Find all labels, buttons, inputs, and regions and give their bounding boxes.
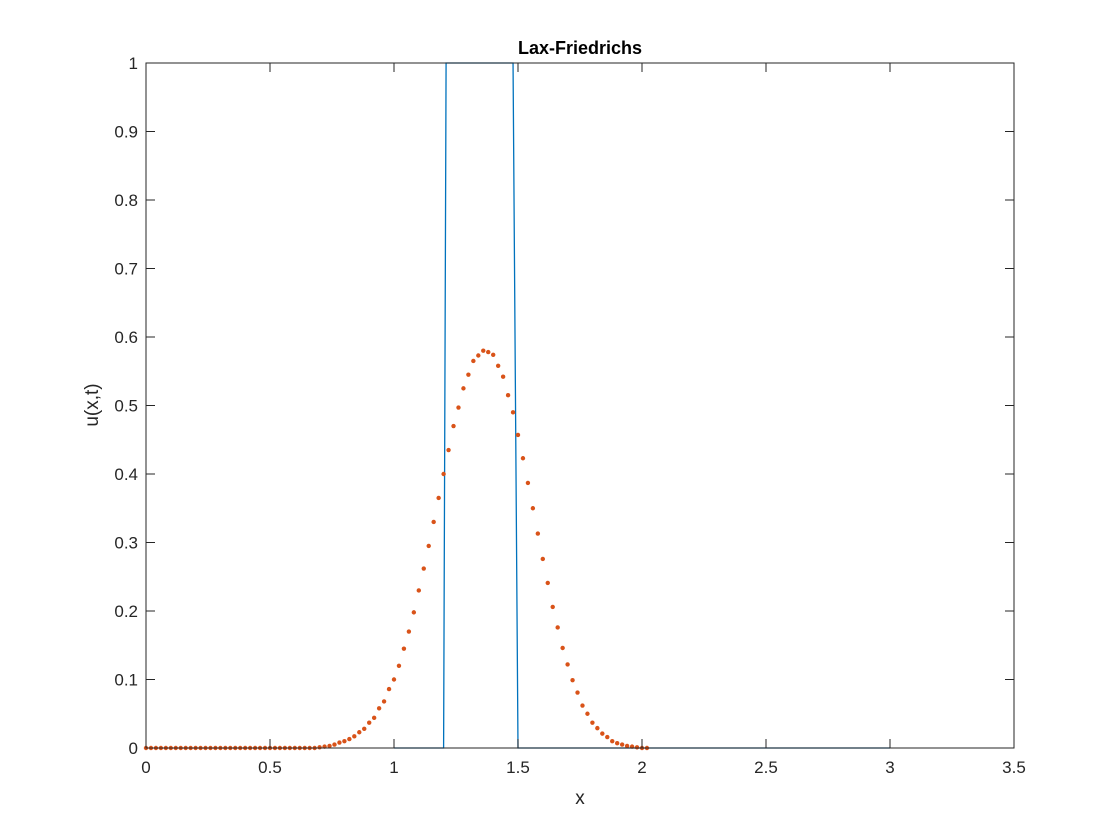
data-point [550, 604, 555, 610]
data-point [352, 734, 357, 739]
x-tick-label: 0 [141, 758, 150, 777]
data-point [565, 662, 570, 667]
data-point [421, 566, 426, 571]
y-tick-label: 1 [129, 54, 138, 73]
data-point [446, 447, 451, 453]
data-point [525, 480, 531, 486]
data-point [342, 738, 347, 744]
data-point [431, 519, 436, 525]
plot-background [146, 63, 1014, 748]
y-tick-label: 0.7 [114, 260, 138, 279]
data-point [386, 686, 392, 692]
data-point [486, 349, 491, 355]
x-axis-label: x [575, 788, 585, 809]
data-point [495, 363, 501, 368]
data-point [590, 720, 595, 725]
x-tick-label: 3 [885, 758, 894, 777]
data-point [391, 677, 397, 682]
y-axis: 0 0.1 0.2 0.3 0.4 0.5 0.6 0.7 0.8 0.9 1 [114, 54, 1014, 758]
data-point [580, 703, 585, 708]
data-point [560, 645, 565, 651]
y-tick-label: 0.1 [114, 671, 138, 690]
x-tick-label: 2.5 [754, 758, 778, 777]
data-point [634, 745, 640, 750]
data-point [406, 629, 412, 634]
data-point [515, 432, 521, 438]
data-point [416, 588, 421, 593]
data-point [610, 738, 615, 744]
data-point [401, 646, 407, 651]
data-point [615, 741, 620, 746]
y-tick-label: 0.3 [114, 534, 138, 553]
data-point [510, 410, 516, 415]
x-tick-label: 2 [637, 758, 646, 777]
data-point [426, 543, 431, 549]
x-tick-label: 1.5 [506, 758, 530, 777]
x-tick-label: 3.5 [1002, 758, 1026, 777]
y-tick-label: 0.2 [114, 602, 138, 621]
data-point [362, 726, 367, 732]
y-tick-label: 0.9 [114, 123, 138, 142]
data-point [441, 471, 446, 477]
data-point [505, 393, 511, 398]
data-point [605, 734, 610, 740]
x-tick-label: 0.5 [258, 758, 282, 777]
chart-title: Lax-Friedrichs [518, 38, 642, 58]
data-point [619, 742, 625, 747]
data-point [520, 456, 526, 461]
data-point [585, 711, 590, 716]
data-point [530, 506, 536, 511]
data-point [381, 699, 387, 704]
data-point [624, 743, 630, 749]
data-point [376, 706, 382, 711]
data-point [466, 372, 471, 377]
data-point [595, 725, 600, 731]
data-point [451, 423, 456, 429]
y-tick-label: 0.4 [114, 465, 138, 484]
data-point [332, 742, 337, 747]
y-axis-label: u(x,t) [82, 383, 103, 426]
data-point [367, 720, 372, 725]
data-point [396, 663, 402, 668]
data-point [545, 580, 550, 586]
y-tick-label: 0.8 [114, 191, 138, 210]
data-point [471, 358, 476, 364]
data-point [570, 677, 575, 683]
data-point [317, 745, 322, 750]
data-point [535, 531, 541, 536]
data-point [327, 743, 332, 749]
data-point [600, 731, 605, 736]
data-point [500, 374, 506, 379]
x-tick-label: 1 [389, 758, 398, 777]
data-point [481, 348, 486, 353]
x-axis: 0 0.5 1 1.5 2 2.5 3 3.5 [141, 63, 1026, 777]
data-point [540, 556, 545, 562]
data-point [337, 740, 342, 745]
data-point [461, 386, 466, 391]
data-point [357, 730, 362, 735]
data-point [555, 625, 560, 630]
data-point [371, 715, 377, 721]
data-point [436, 495, 441, 501]
y-tick-label: 0.6 [114, 328, 138, 347]
data-point [575, 690, 580, 695]
data-point [491, 352, 496, 358]
y-tick-label: 0.5 [114, 397, 138, 416]
data-point [476, 353, 481, 358]
data-point [347, 736, 352, 742]
data-point [456, 405, 461, 410]
data-point [411, 610, 417, 615]
y-tick-label: 0 [129, 739, 138, 758]
